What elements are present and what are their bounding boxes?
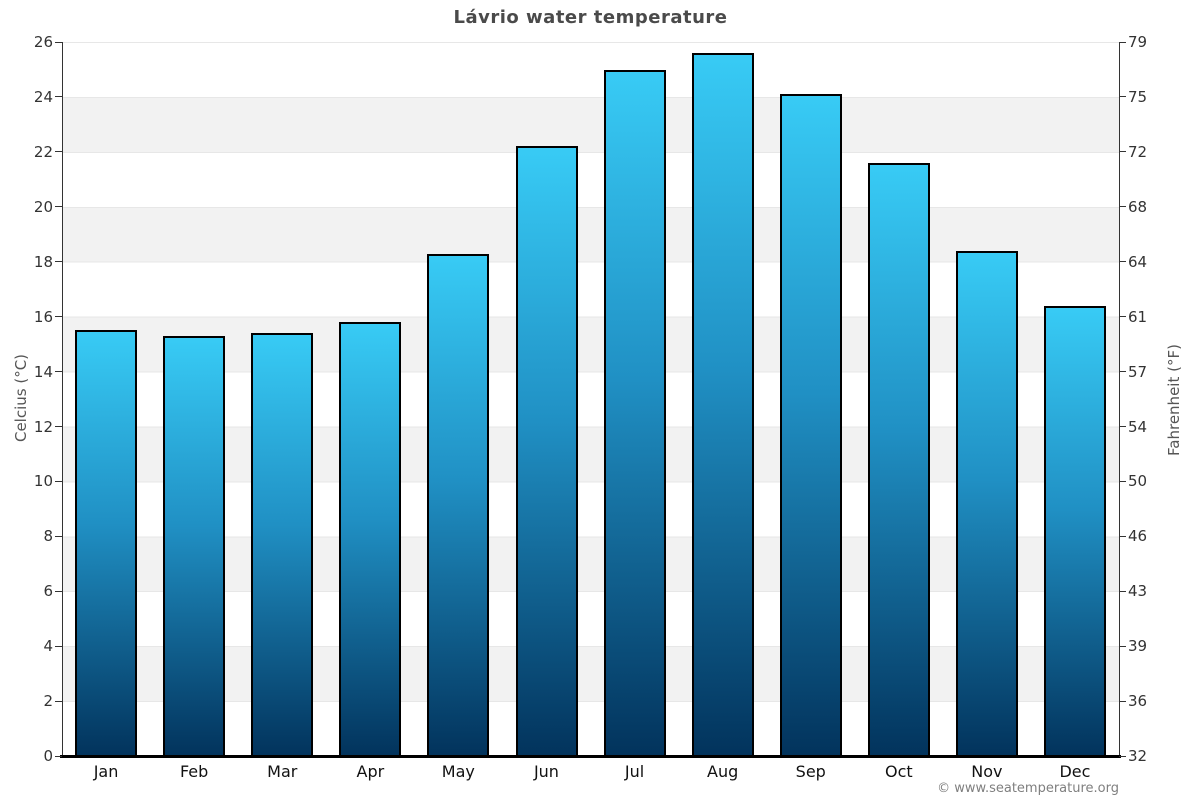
celsius-tick-label-8: 8: [43, 527, 53, 546]
right-tick-mark-39: [1119, 645, 1126, 647]
celsius-tick-label-14: 14: [33, 362, 53, 381]
celsius-tick-label-18: 18: [33, 252, 53, 271]
celsius-tick-label-2: 2: [43, 692, 53, 711]
fahrenheit-tick-label-75: 75: [1128, 87, 1148, 106]
bar-aug: [691, 53, 754, 756]
x-tick-label-oct: Oct: [885, 762, 913, 781]
x-tick-label-jul: Jul: [624, 762, 645, 781]
right-tick-mark-79: [1119, 41, 1126, 43]
plot-area: [62, 42, 1119, 756]
left-tick-mark-18: [55, 261, 62, 263]
x-tick-label-jun: Jun: [533, 762, 559, 781]
left-tick-mark-4: [55, 645, 62, 647]
celsius-tick-label-16: 16: [33, 307, 53, 326]
right-tick-mark-57: [1119, 371, 1126, 372]
left-tick-mark-26: [55, 41, 62, 43]
right-tick-mark-50: [1119, 480, 1126, 482]
bar-jun: [515, 146, 578, 756]
x-tick-label-jan: Jan: [93, 762, 119, 781]
left-tick-mark-16: [55, 316, 62, 318]
x-tick-label-nov: Nov: [971, 762, 1003, 781]
left-tick-mark-0: [55, 755, 62, 757]
left-tick-mark-2: [55, 700, 62, 702]
x-tick-label-feb: Feb: [179, 762, 209, 781]
right-tick-mark-46: [1119, 535, 1126, 537]
bar-may: [427, 253, 490, 756]
fahrenheit-tick-label-57: 57: [1128, 362, 1148, 381]
bar-oct: [867, 162, 930, 756]
x-tick-label-mar: Mar: [267, 762, 298, 781]
fahrenheit-tick-label-39: 39: [1128, 637, 1148, 656]
celsius-tick-label-20: 20: [33, 197, 53, 216]
right-axis-line: [1119, 42, 1120, 756]
x-tick-label-aug: Aug: [707, 762, 739, 781]
fahrenheit-tick-label-50: 50: [1128, 472, 1148, 491]
left-tick-mark-24: [55, 96, 62, 98]
fahrenheit-tick-label-72: 72: [1128, 142, 1148, 161]
fahrenheit-tick-label-36: 36: [1128, 692, 1148, 711]
fahrenheit-tick-label-54: 54: [1128, 417, 1148, 436]
copyright-watermark: © www.seatemperature.org: [937, 781, 1119, 796]
celsius-tick-label-24: 24: [33, 87, 53, 106]
bar-jul: [603, 69, 666, 756]
left-tick-mark-22: [55, 151, 62, 153]
celsius-tick-label-4: 4: [43, 637, 53, 656]
left-tick-mark-20: [55, 206, 62, 208]
x-tick-label-apr: Apr: [356, 762, 385, 781]
bar-mar: [251, 333, 314, 756]
chart-title: Lávrio water temperature: [453, 7, 728, 28]
celsius-tick-label-26: 26: [33, 33, 53, 51]
left-tick-mark-12: [55, 426, 62, 427]
celsius-tick-label-6: 6: [43, 582, 53, 601]
bar-sep: [779, 94, 842, 756]
left-tick-mark-10: [55, 480, 62, 482]
bar-apr: [339, 322, 402, 756]
right-tick-mark-75: [1119, 96, 1126, 98]
x-tick-label-sep: Sep: [795, 762, 826, 781]
fahrenheit-tick-label-79: 79: [1128, 33, 1148, 51]
bar-dec: [1044, 305, 1106, 756]
celsius-tick-label-22: 22: [33, 142, 53, 161]
fahrenheit-tick-label-32: 32: [1128, 747, 1148, 765]
fahrenheit-tick-label-46: 46: [1128, 527, 1148, 546]
left-tick-mark-6: [55, 590, 62, 592]
right-tick-mark-64: [1119, 261, 1126, 263]
x-tick-label-dec: Dec: [1059, 762, 1091, 781]
fahrenheit-tick-label-43: 43: [1128, 582, 1148, 601]
bar-feb: [163, 335, 226, 756]
left-tick-mark-8: [55, 535, 62, 537]
fahrenheit-tick-label-64: 64: [1128, 252, 1148, 271]
left-axis-line: [62, 42, 63, 756]
right-tick-mark-61: [1119, 316, 1126, 318]
right-tick-mark-54: [1119, 426, 1126, 427]
right-tick-mark-72: [1119, 151, 1126, 153]
right-tick-mark-68: [1119, 206, 1126, 208]
celsius-tick-label-12: 12: [33, 417, 53, 436]
fahrenheit-axis-label: Fahrenheit (°F): [1165, 344, 1183, 456]
fahrenheit-tick-label-68: 68: [1128, 197, 1148, 216]
right-tick-mark-36: [1119, 700, 1126, 702]
x-tick-label-may: May: [441, 762, 475, 781]
bar-nov: [955, 250, 1018, 756]
celsius-tick-label-10: 10: [33, 472, 53, 491]
fahrenheit-tick-label-61: 61: [1128, 307, 1148, 326]
right-tick-mark-43: [1119, 590, 1126, 592]
right-tick-mark-32: [1119, 755, 1126, 757]
bar-jan: [75, 330, 137, 756]
left-tick-mark-14: [55, 371, 62, 372]
x-axis-baseline: [60, 755, 1121, 758]
celsius-tick-label-0: 0: [43, 747, 53, 765]
